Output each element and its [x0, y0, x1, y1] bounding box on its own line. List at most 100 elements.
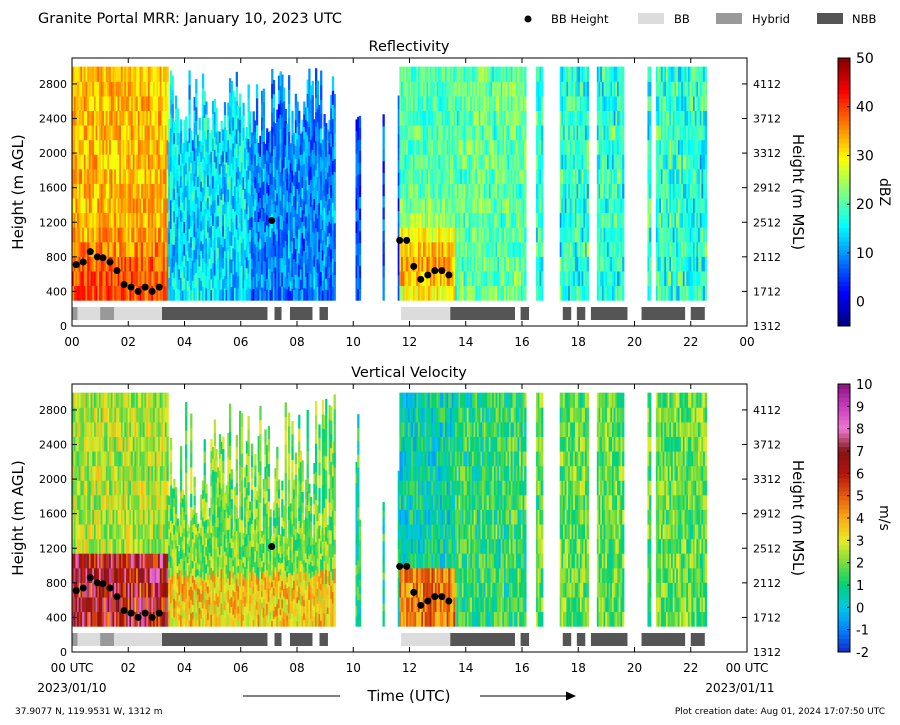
- heatmap-cell: [483, 212, 487, 228]
- heatmap-cell: [679, 81, 682, 97]
- heatmap-cell: [696, 125, 699, 141]
- heatmap-cell: [520, 154, 524, 170]
- heatmap-cell: [617, 212, 620, 228]
- heatmap-cell: [579, 270, 583, 287]
- heatmap-cell: [298, 122, 301, 135]
- heatmap-cell: [578, 139, 581, 155]
- heatmap-cell: [510, 256, 514, 272]
- heatmap-cell: [166, 270, 169, 287]
- heatmap-cell: [171, 89, 174, 105]
- heatmap-cell: [620, 227, 623, 243]
- heatmap-cell: [330, 235, 333, 250]
- heatmap-cell: [559, 154, 562, 170]
- heatmap-cell: [512, 183, 515, 199]
- heatmap-cell: [682, 241, 686, 257]
- heatmap-cell: [568, 241, 571, 257]
- heatmap-cell: [304, 263, 308, 277]
- heatmap-cell: [480, 227, 483, 243]
- heatmap-cell: [581, 66, 584, 82]
- heatmap-cell: [446, 241, 449, 257]
- heatmap-cell: [576, 154, 579, 170]
- heatmap-cell: [136, 241, 139, 257]
- heatmap-cell: [207, 220, 210, 233]
- heatmap-cell: [463, 285, 466, 301]
- heatmap-cell: [488, 197, 492, 214]
- heatmap-cell: [402, 256, 406, 272]
- heatmap-cell: [102, 183, 105, 199]
- heatmap-cell: [185, 288, 188, 301]
- heatmap-cell: [610, 212, 613, 228]
- heatmap-cell: [124, 95, 127, 112]
- heatmap-cell: [100, 139, 103, 155]
- heatmap-cell: [571, 227, 574, 243]
- heatmap-cell: [461, 81, 465, 97]
- heatmap-cell: [689, 183, 692, 199]
- heatmap-cell: [168, 277, 171, 290]
- heatmap-cell: [505, 227, 508, 243]
- heatmap-cell: [326, 257, 330, 269]
- heatmap-cell: [520, 168, 524, 184]
- heatmap-cell: [326, 204, 330, 216]
- heatmap-cell: [181, 241, 184, 252]
- heatmap-cell: [137, 95, 141, 112]
- heatmap-cell: [95, 241, 98, 257]
- heatmap-cell: [131, 212, 134, 228]
- heatmap-cell: [414, 227, 417, 243]
- heatmap-cell: [411, 285, 414, 301]
- heatmap-cell: [448, 227, 451, 243]
- heatmap-cell: [463, 110, 466, 126]
- heatmap-cell: [151, 227, 154, 243]
- heatmap-cell: [100, 154, 103, 170]
- heatmap-cell: [505, 66, 508, 82]
- heatmap-cell: [169, 257, 173, 272]
- heatmap-cell: [666, 66, 669, 82]
- heatmap-cell: [90, 227, 93, 243]
- heatmap-cell: [201, 144, 205, 160]
- heatmap-cell: [492, 212, 495, 228]
- heatmap-cell: [696, 241, 699, 257]
- heatmap-cell: [498, 197, 502, 214]
- heatmap-cell: [541, 66, 544, 82]
- heatmap-cell: [239, 261, 242, 275]
- heatmap-cell: [215, 107, 218, 121]
- heatmap-cell: [576, 81, 579, 97]
- heatmap-cell: [515, 212, 519, 228]
- heatmap-cell: [110, 66, 114, 82]
- heatmap-cell: [149, 256, 152, 272]
- heatmap-cell: [80, 154, 83, 170]
- heatmap-cell: [83, 125, 87, 141]
- heatmap-cell: [647, 154, 650, 170]
- heatmap-cell: [266, 149, 269, 162]
- heatmap-cell: [647, 125, 650, 141]
- heatmap-cell: [672, 241, 676, 257]
- heatmap-cell: [401, 66, 404, 82]
- heatmap-cell: [212, 275, 215, 289]
- heatmap-cell: [407, 241, 411, 257]
- heatmap-cell: [691, 212, 694, 228]
- heatmap-cell: [262, 141, 265, 156]
- heatmap-cell: [252, 217, 255, 230]
- heatmap-cell: [109, 66, 112, 82]
- heatmap-cell: [571, 66, 574, 82]
- heatmap-cell: [144, 197, 147, 214]
- heatmap-cell: [109, 183, 112, 199]
- heatmap-cell: [144, 256, 147, 272]
- heatmap-cell: [622, 241, 625, 257]
- heatmap-cell: [684, 227, 687, 243]
- heatmap-cell: [620, 81, 623, 97]
- heatmap-cell: [586, 110, 589, 126]
- heatmap-cell: [610, 168, 613, 184]
- heatmap-cell: [333, 222, 336, 237]
- bb-type-segment-nbb: [520, 307, 530, 320]
- heatmap-cell: [426, 256, 429, 272]
- heatmap-cell: [684, 95, 687, 112]
- heatmap-cell: [517, 212, 520, 228]
- heatmap-cell: [441, 183, 444, 199]
- heatmap-cell: [191, 290, 195, 301]
- heatmap-cell: [433, 197, 436, 214]
- heatmap-cell: [561, 95, 564, 112]
- heatmap-cell: [158, 270, 161, 287]
- heatmap-cell: [129, 168, 132, 184]
- heatmap-cell: [218, 247, 222, 259]
